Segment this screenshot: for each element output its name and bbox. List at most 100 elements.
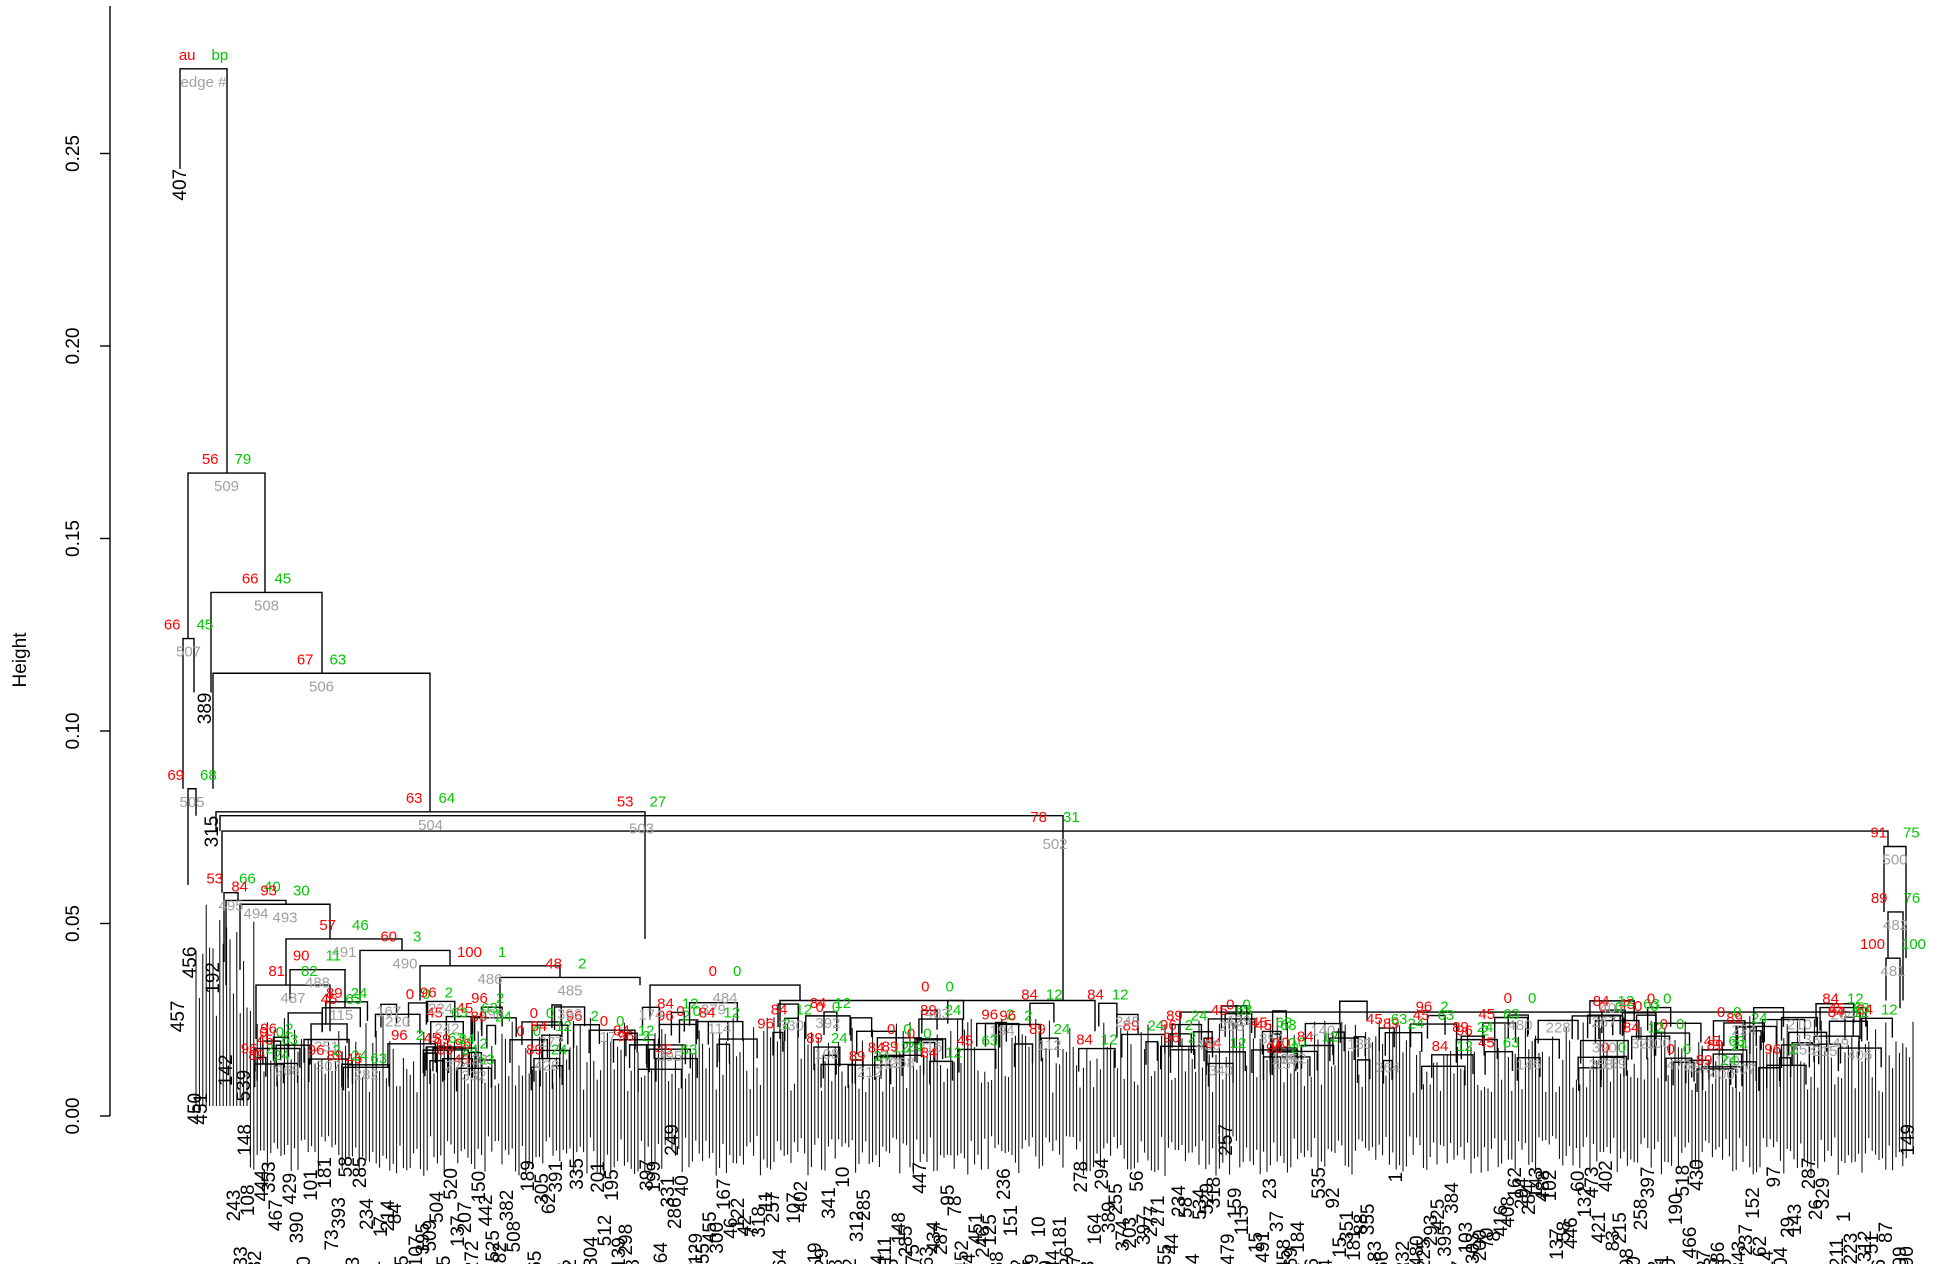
cluster-bp-value: 2 <box>1440 999 1448 1016</box>
leaf-label-filler: 397 <box>1134 1213 1155 1245</box>
leaf-label-filler: 335 <box>567 1158 588 1190</box>
leaf-label-filler: 530 <box>1624 1256 1645 1264</box>
leaf-label-filler: 264 <box>651 1242 672 1264</box>
cluster-edge <box>1813 1035 1860 1060</box>
edge-node-485 <box>499 976 641 1016</box>
leaf-389: 389 <box>195 693 216 725</box>
leaf-label-filler: 26 <box>1806 1199 1827 1220</box>
bp-value: 31 <box>1063 809 1080 826</box>
cluster-edge <box>1356 1059 1371 1083</box>
cluster-bp-value: 2 <box>285 1020 293 1037</box>
leaf-label-filler: 190 <box>1666 1193 1687 1225</box>
cluster-edge <box>321 1007 361 1031</box>
cluster-bp-value: 63 <box>1643 996 1660 1013</box>
cluster-bp-value: 24 <box>1477 1019 1494 1036</box>
leaf-label-filler: 108 <box>238 1184 259 1216</box>
leaf-label-filler: 391 <box>546 1161 567 1193</box>
cluster-edge <box>481 1059 496 1084</box>
leaf-label-filler: 318 <box>749 1206 770 1238</box>
cluster-au-value: 45 <box>1413 1007 1430 1024</box>
leaf-label-filler: 509 <box>420 1220 441 1252</box>
cluster-edge <box>430 1020 464 1045</box>
leaf-label-filler: 421 <box>1589 1212 1610 1244</box>
leaf-label-filler: 447 <box>1449 1260 1470 1264</box>
cluster-edge <box>772 1031 784 1056</box>
leaf-label-filler: 125 <box>980 1214 1001 1246</box>
cluster-au-value: 89 <box>1383 1016 1400 1033</box>
cluster-au-value: 0 <box>1717 1004 1725 1021</box>
leaf-label-filler: 66 <box>1372 1251 1393 1264</box>
leaf-label-filler: 285 <box>896 1226 917 1258</box>
cluster-edge-number: 167 <box>376 1003 401 1020</box>
leaf-label-filler: 195 <box>602 1169 623 1201</box>
leaf-label-filler: 236 <box>994 1168 1015 1200</box>
edge-node-503 <box>219 815 1064 1001</box>
cluster-edge <box>678 1019 699 1044</box>
bp-value: 3 <box>413 928 421 945</box>
cluster-edge <box>1235 1004 1248 1029</box>
cluster-edge <box>455 1067 493 1092</box>
leaf-label-filler: 285 <box>854 1189 875 1221</box>
edge-node-491 <box>285 938 403 986</box>
leaf-label-filler: 284 <box>1519 1183 1540 1215</box>
cluster-edge <box>1571 1015 1614 1040</box>
cluster-edge-number: 406 <box>1847 1047 1872 1064</box>
leaf-label-filler: 95 <box>938 1185 959 1206</box>
cluster-au-value: 45 <box>257 1031 274 1048</box>
cluster-edge <box>914 1038 947 1062</box>
cluster-au-value: 0 <box>1634 998 1642 1015</box>
edge-number: 484 <box>712 990 737 1007</box>
cluster-edge <box>1207 1062 1234 1087</box>
cluster-au-value: 0 <box>516 1023 524 1040</box>
cluster-edge <box>1696 1068 1737 1093</box>
leaf-label-filler: 1 <box>1386 1172 1407 1183</box>
cluster-au-value: 96 <box>1266 1040 1283 1057</box>
cluster-edge <box>1481 1022 1517 1046</box>
cluster-edge <box>1579 1039 1629 1064</box>
leaf-label-filler: 181 <box>1050 1216 1071 1248</box>
leaf-142: 142 <box>216 1054 237 1086</box>
leaf-label-filler: 101 <box>301 1169 322 1201</box>
cluster-bp-value: 12 <box>682 995 699 1012</box>
leaf-label-filler: 444 <box>252 1169 273 1201</box>
cluster-edge <box>1353 1036 1366 1060</box>
cluster-edge-number: 330 <box>779 1017 804 1034</box>
cluster-bp-value: 63 <box>481 1000 498 1017</box>
leaf-label-filler: 137 <box>1547 1228 1568 1260</box>
leaf-label-filler: 88 <box>1351 1214 1372 1235</box>
cluster-bp-value: 2 <box>1024 1007 1032 1024</box>
cluster-edge <box>1460 1035 1485 1060</box>
cluster-au-value: 0 <box>1598 999 1606 1016</box>
leaf-label-filler: 181 <box>315 1157 336 1189</box>
cluster-bp-value: 12 <box>1881 1001 1898 1018</box>
bp-value: 27 <box>650 794 667 811</box>
cluster-edge-number: 245 <box>1115 1013 1140 1030</box>
y-axis: 0.00 0.05 0.10 0.15 0.20 0.25 <box>63 6 111 1134</box>
leaf-label-filler: 395 <box>1435 1225 1456 1257</box>
cluster-edge <box>1421 1065 1466 1090</box>
cluster-edge <box>553 1006 586 1030</box>
leaf-label-filler: 189 <box>518 1160 539 1192</box>
leaf-label-filler: 204 <box>1771 1246 1792 1264</box>
cluster-au-value: 45 <box>1211 1002 1228 1019</box>
cluster-edge-number: 140 <box>1310 1023 1335 1040</box>
cluster-bp-value: 0 <box>276 1024 284 1041</box>
cluster-au-value: 0 <box>1601 1039 1609 1056</box>
cluster-au-value: 89 <box>326 985 343 1002</box>
leaf-label-filler: 526 <box>1057 1247 1078 1264</box>
cluster-au-value: 0 <box>1667 1041 1675 1058</box>
cluster-edge <box>1013 1043 1034 1068</box>
leaf-label-filler: 447 <box>910 1162 931 1194</box>
cluster-edge <box>1159 1045 1208 1070</box>
leaf-label-filler: 303 <box>1463 1232 1484 1264</box>
leaf-label-filler: 62 <box>539 1193 560 1214</box>
edge-number: 494 <box>243 905 268 922</box>
cluster-bp-value: 24 <box>906 1038 923 1055</box>
leaf-label-filler: 298 <box>616 1224 637 1256</box>
leaf-249: 249 <box>662 1124 683 1156</box>
cluster-bp-value: 12 <box>834 995 851 1012</box>
cluster-edge-number: 108 <box>814 1046 839 1063</box>
leaf-label-filler: 455 <box>1155 1244 1176 1264</box>
cluster-bp-value: 2 <box>782 1015 790 1032</box>
cluster-edge <box>1098 1002 1118 1027</box>
